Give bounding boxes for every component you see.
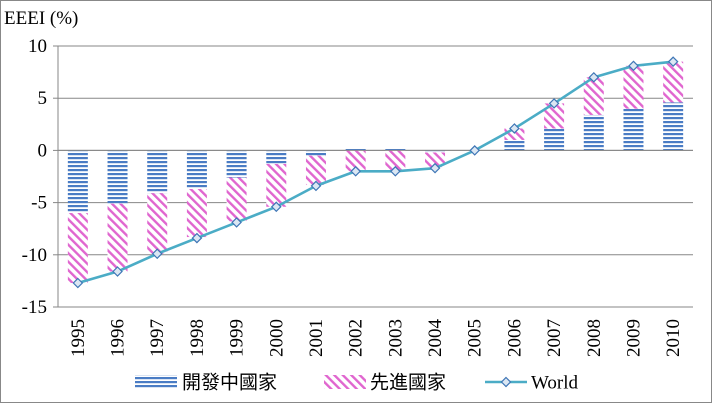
x-tick-label: 1996 (108, 319, 129, 357)
bar-developing (663, 102, 684, 151)
bar-developing (385, 148, 406, 151)
y-tick-labels: 10 5 0 -5 -10 -15 (22, 36, 47, 318)
bar-developing (107, 150, 128, 204)
bar-advanced (663, 61, 684, 103)
legend-label: 先進國家 (370, 372, 446, 394)
x-tick-label: 2001 (306, 319, 327, 357)
bar-advanced (186, 189, 207, 238)
x-tick-label: 2005 (465, 319, 486, 357)
bar-developing (425, 150, 446, 153)
y-tick-label: -5 (31, 193, 47, 214)
x-tick-label: 2003 (385, 319, 406, 357)
world-point (588, 71, 600, 83)
bar-advanced (305, 155, 326, 185)
legend-marker (500, 376, 512, 388)
bar-developing (266, 150, 287, 164)
y-tick-label: 5 (38, 88, 48, 109)
bar-advanced (385, 150, 406, 172)
x-tick-labels: 1995 1996 1997 1998 1999 2000 2001 2002 2003 2004… (68, 319, 684, 358)
world-point (310, 180, 322, 192)
world-point (151, 248, 163, 260)
bar-developing (305, 150, 326, 156)
world-point (509, 123, 520, 134)
bar-advanced (67, 213, 88, 283)
world-point (231, 217, 242, 228)
bar-advanced (107, 203, 128, 272)
bar-advanced (266, 163, 287, 207)
x-tick-label: 2009 (623, 319, 644, 357)
bar-developing (67, 150, 88, 214)
world-point (350, 165, 362, 177)
x-tick-label: 1999 (227, 319, 248, 357)
world-line (72, 56, 679, 289)
bars (67, 61, 684, 283)
world-series-line (77, 60, 674, 285)
world-point (270, 201, 282, 213)
bar-advanced (147, 193, 168, 254)
y-tick-label: 10 (28, 36, 47, 57)
world-point (548, 98, 560, 109)
x-tick-label: 1998 (187, 319, 208, 357)
bar-developing (147, 150, 168, 194)
x-tick-label: 1995 (68, 319, 89, 357)
world-point (429, 162, 441, 174)
y-tick-label: 0 (38, 140, 48, 161)
legend-swatch (324, 375, 366, 389)
world-point (667, 56, 679, 68)
world-point (72, 277, 84, 289)
y-tick-label: -15 (22, 297, 47, 318)
world-point (112, 266, 123, 277)
legend: 開發中國家 先進國家 World (135, 372, 579, 394)
bar-advanced (623, 65, 644, 109)
bar-developing (623, 108, 644, 151)
bar-advanced (345, 150, 366, 172)
bar-advanced (226, 177, 247, 222)
legend-swatch (135, 375, 177, 389)
axes (53, 45, 693, 308)
bar-developing (345, 148, 366, 151)
bar-advanced (544, 103, 565, 129)
x-tick-label: 2007 (544, 319, 565, 357)
bar-developing (544, 128, 565, 151)
bar-developing (186, 150, 207, 190)
world-point (469, 145, 481, 156)
x-tick-label: 2002 (346, 319, 367, 357)
bar-advanced (425, 152, 446, 168)
world-point (191, 232, 203, 244)
world-point (389, 165, 401, 177)
y-axis-label: EEEI (%) (4, 8, 78, 29)
x-tick-label: 2004 (425, 319, 446, 358)
x-tick-label: 2000 (266, 319, 287, 357)
bar-advanced (504, 128, 525, 140)
legend-label: World (531, 373, 579, 394)
bar-developing (226, 150, 247, 178)
bar-developing (504, 139, 525, 151)
x-tick-label: 2008 (584, 319, 605, 357)
x-tick-label: 2010 (663, 319, 684, 357)
legend-label: 開發中國家 (182, 372, 277, 394)
bar-advanced (583, 77, 604, 115)
x-tick-label: 1997 (147, 319, 168, 357)
y-tick-label: -10 (22, 245, 47, 266)
world-point (628, 60, 639, 72)
x-tick-label: 2006 (504, 319, 525, 357)
bar-developing (583, 114, 604, 151)
